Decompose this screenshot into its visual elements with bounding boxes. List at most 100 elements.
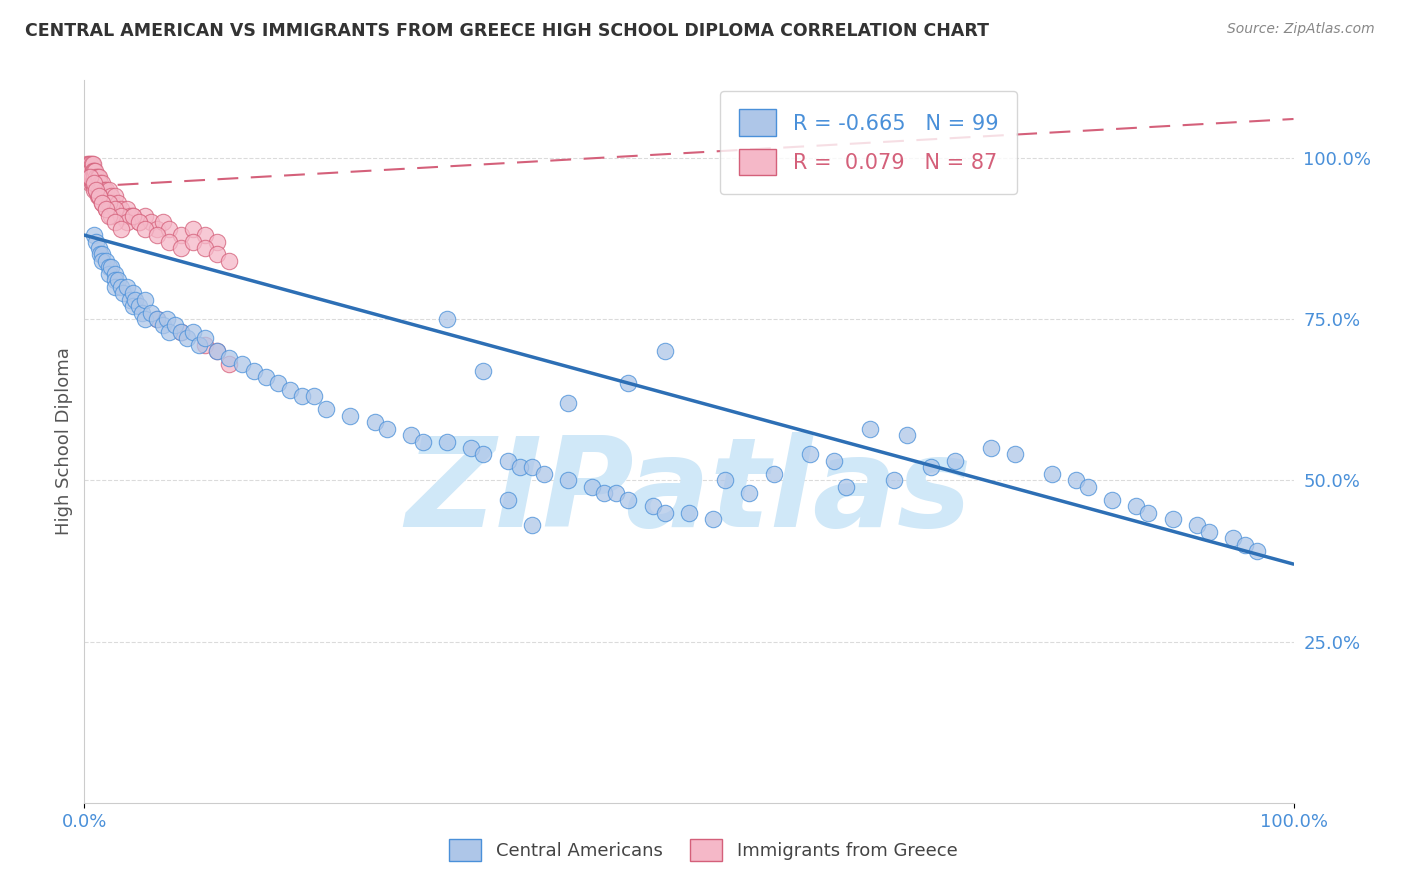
Point — [1077, 480, 1099, 494]
Point — [496, 454, 519, 468]
Point — [79, 169, 101, 184]
Point — [207, 344, 229, 359]
Point — [94, 202, 117, 217]
Point — [157, 221, 180, 235]
Point — [110, 221, 132, 235]
Point — [94, 202, 117, 217]
Point — [363, 415, 385, 429]
Point — [654, 344, 676, 359]
Point — [859, 422, 882, 436]
Point — [157, 235, 180, 249]
Point — [194, 331, 217, 345]
Point — [315, 402, 337, 417]
Point — [146, 228, 169, 243]
Point — [738, 486, 761, 500]
Point — [1234, 538, 1257, 552]
Point — [128, 215, 150, 229]
Point — [714, 473, 737, 487]
Point — [146, 312, 169, 326]
Point — [86, 235, 108, 249]
Point — [97, 183, 120, 197]
Point — [207, 235, 229, 249]
Point — [170, 228, 193, 243]
Point — [157, 325, 180, 339]
Point — [339, 409, 361, 423]
Point — [97, 195, 120, 210]
Point — [80, 157, 103, 171]
Point — [1246, 544, 1268, 558]
Point — [115, 202, 138, 217]
Point — [80, 169, 103, 184]
Point — [1125, 499, 1147, 513]
Point — [242, 363, 264, 377]
Point — [170, 325, 193, 339]
Point — [82, 157, 104, 171]
Point — [207, 344, 229, 359]
Point — [1101, 492, 1123, 507]
Point — [77, 169, 100, 184]
Point — [181, 221, 204, 235]
Point — [77, 163, 100, 178]
Point — [1185, 518, 1208, 533]
Point — [79, 177, 101, 191]
Point — [77, 169, 100, 184]
Point — [920, 460, 942, 475]
Point — [170, 325, 193, 339]
Point — [83, 169, 105, 184]
Point — [509, 460, 531, 475]
Point — [188, 338, 211, 352]
Point — [1064, 473, 1087, 487]
Point — [87, 189, 110, 203]
Point — [496, 492, 519, 507]
Point — [762, 467, 785, 481]
Point — [87, 241, 110, 255]
Point — [533, 467, 555, 481]
Point — [104, 202, 127, 217]
Point — [641, 499, 664, 513]
Point — [520, 518, 543, 533]
Point — [86, 189, 108, 203]
Point — [121, 209, 143, 223]
Point — [267, 376, 290, 391]
Text: Source: ZipAtlas.com: Source: ZipAtlas.com — [1227, 22, 1375, 37]
Point — [87, 189, 110, 203]
Point — [104, 189, 127, 203]
Point — [120, 209, 142, 223]
Point — [86, 169, 108, 184]
Point — [654, 506, 676, 520]
Point — [107, 273, 129, 287]
Point — [943, 454, 966, 468]
Point — [436, 312, 458, 326]
Point — [146, 312, 169, 326]
Point — [101, 195, 124, 210]
Point — [77, 157, 100, 171]
Point — [91, 195, 114, 210]
Point — [86, 183, 108, 197]
Point — [84, 163, 107, 178]
Point — [702, 512, 724, 526]
Legend: R = -0.665   N = 99, R =  0.079   N = 87: R = -0.665 N = 99, R = 0.079 N = 87 — [720, 91, 1017, 194]
Point — [120, 293, 142, 307]
Point — [110, 279, 132, 293]
Point — [86, 183, 108, 197]
Point — [278, 383, 301, 397]
Point — [131, 305, 153, 319]
Point — [79, 157, 101, 171]
Point — [980, 441, 1002, 455]
Point — [89, 177, 111, 191]
Point — [617, 376, 640, 391]
Point — [436, 434, 458, 449]
Point — [98, 195, 121, 210]
Point — [231, 357, 253, 371]
Point — [460, 441, 482, 455]
Point — [100, 209, 122, 223]
Point — [104, 267, 127, 281]
Point — [91, 254, 114, 268]
Point — [1222, 531, 1244, 545]
Point — [121, 209, 143, 223]
Point — [121, 299, 143, 313]
Point — [207, 247, 229, 261]
Point — [254, 370, 277, 384]
Point — [678, 506, 700, 520]
Point — [93, 183, 115, 197]
